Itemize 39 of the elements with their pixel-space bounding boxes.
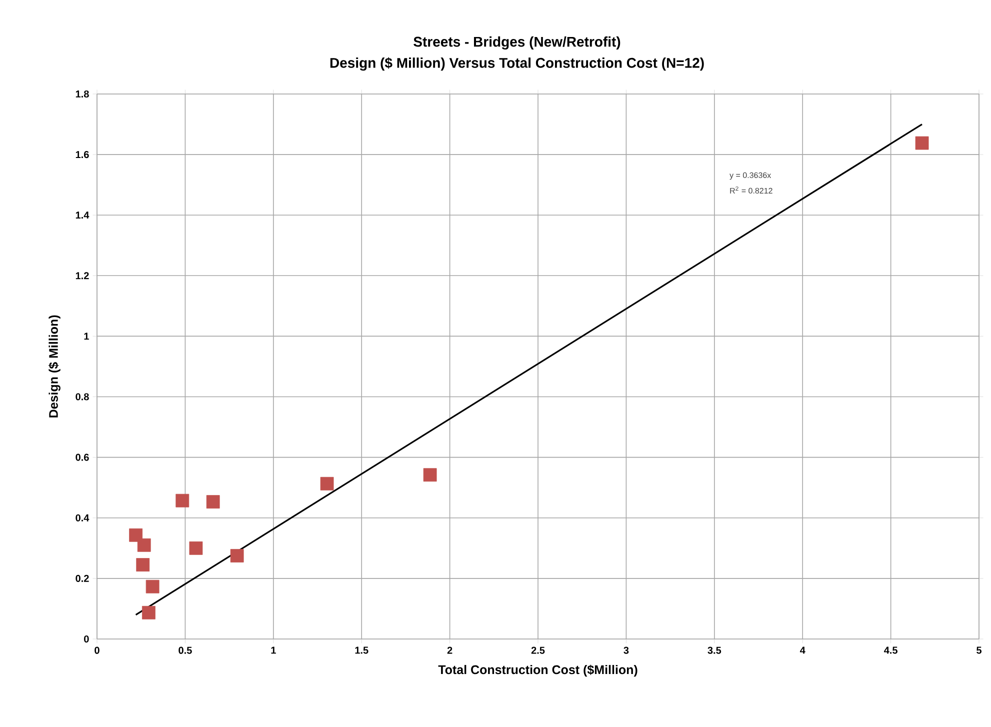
x-tick-label: 3.5 (708, 646, 722, 654)
x-tick-label: 2 (447, 646, 452, 654)
point (915, 136, 929, 150)
chart-subtitle: Design ($ Million) Versus Total Construction Cost (N=12) (330, 57, 704, 71)
point (129, 528, 143, 542)
point (189, 541, 203, 555)
y-tick-label: 1.6 (76, 151, 89, 158)
y-tick-label: 1.4 (76, 212, 90, 219)
point (137, 538, 151, 552)
x-tick-label: 1.5 (355, 646, 368, 654)
point (142, 606, 156, 620)
point (146, 580, 160, 594)
point (136, 558, 150, 572)
annotation: R$^{2}$ = 0.8212 (730, 186, 772, 194)
point (176, 494, 190, 508)
x-tick-label: 1 (271, 646, 276, 654)
y-tick-label: 0.4 (76, 514, 90, 522)
x-tick-label: 0.5 (178, 646, 192, 654)
annotation: y = 0.3636x (730, 172, 772, 180)
point (320, 476, 334, 490)
point (423, 468, 437, 482)
point (206, 495, 220, 509)
point (230, 549, 244, 562)
y-tick-label: 0.6 (76, 454, 89, 461)
y-tick-label: 1.2 (76, 272, 89, 280)
x-axis-title: Total Construction Cost ($Million) (438, 664, 638, 677)
x-tick-label: 5 (976, 646, 982, 654)
y-tick-label: 0.8 (76, 393, 89, 400)
y-tick-label: 1 (84, 332, 89, 340)
x-tick-label: 0 (94, 646, 100, 654)
y-tick-label: 1.8 (76, 90, 89, 98)
y-tick-label: 0 (84, 635, 89, 643)
chart-title: Streets - Bridges (New/Retrofit) (414, 36, 620, 50)
x-tick-label: 4.5 (884, 646, 898, 654)
x-tick-label: 4 (800, 646, 806, 654)
y-axis-title: Design ($ Million) (48, 315, 60, 418)
x-tick-label: 3 (624, 646, 629, 654)
x-tick-label: 2.5 (531, 646, 545, 654)
y-tick-label: 0.2 (76, 574, 89, 582)
